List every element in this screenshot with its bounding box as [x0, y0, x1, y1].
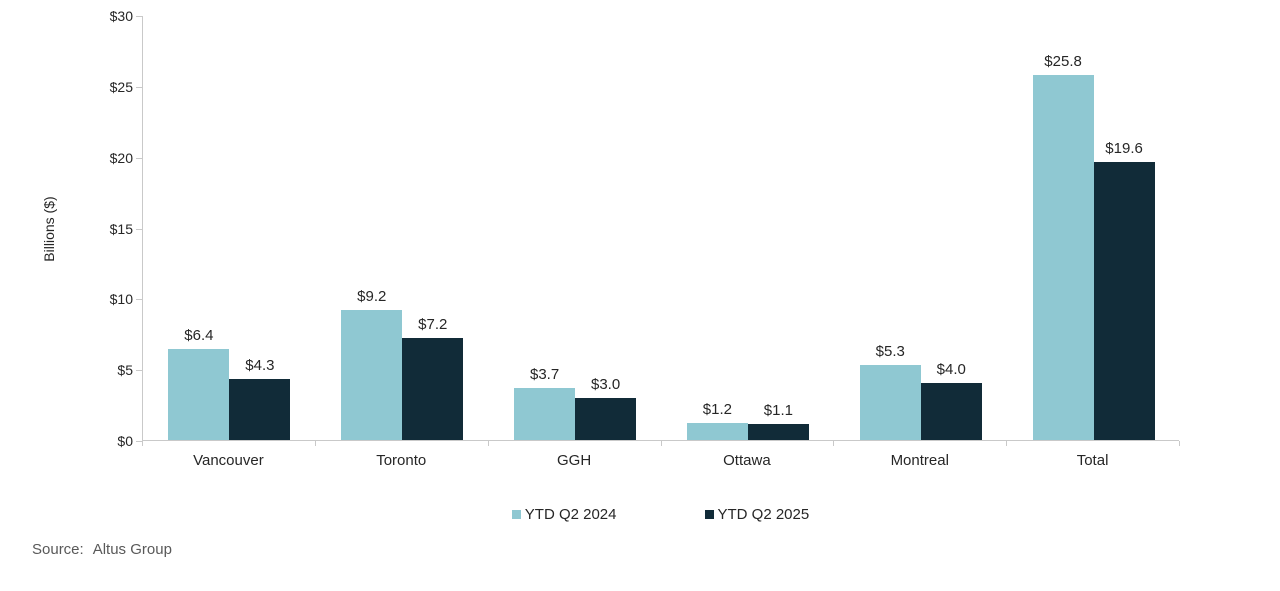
bar-montreal-ytd-q2-2025 — [920, 383, 982, 440]
bar-value-label: $3.0 — [590, 375, 621, 393]
x-tick-mark — [142, 441, 143, 446]
bar-value-label: $25.8 — [1044, 52, 1082, 70]
bar-toronto-ytd-q2-2025 — [402, 338, 464, 440]
legend-marker-icon — [511, 510, 521, 519]
x-tick-mark — [487, 441, 489, 446]
bar-value-label: $5.3 — [875, 342, 905, 360]
bar-montreal-ytd-q2-2024 — [859, 364, 921, 440]
y-tick-label: $0 — [117, 433, 133, 449]
source-text: Source: Altus Group — [32, 541, 172, 558]
legend: YTD Q2 2024 YTD Q2 2025 — [142, 506, 1179, 523]
y-tick-mark — [136, 370, 142, 372]
legend-label: YTD Q2 2025 — [717, 506, 810, 523]
y-tick-label: $5 — [117, 362, 133, 379]
y-tick-label: $30 — [109, 8, 133, 24]
bar-toronto-ytd-q2-2024 — [341, 309, 403, 440]
y-tick-label: $15 — [109, 220, 133, 237]
legend-marker-icon — [704, 510, 714, 519]
y-tick-mark — [136, 16, 142, 17]
legend-entry: YTD Q2 2025 — [704, 506, 810, 523]
bar-value-label: $6.4 — [184, 327, 214, 345]
bar-value-label: $1.1 — [763, 402, 794, 420]
y-tick-label: $25 — [109, 78, 133, 95]
bar-ottawa-ytd-q2-2025 — [747, 424, 809, 440]
y-tick-mark — [136, 299, 142, 301]
bar-value-label: $7.2 — [418, 316, 448, 333]
bar-value-label: $4.3 — [245, 357, 275, 375]
x-tick-mark — [314, 441, 316, 446]
legend-entry: YTD Q2 2024 — [511, 506, 617, 523]
x-tick-mark — [833, 441, 835, 446]
y-tick-mark — [136, 157, 142, 159]
source-name: Altus Group — [92, 541, 172, 558]
bar-value-label: $3.7 — [529, 365, 560, 383]
bar-value-label: $9.2 — [357, 287, 387, 305]
y-tick-label: $10 — [109, 291, 133, 308]
legend-label: YTD Q2 2024 — [524, 506, 617, 523]
bar-vancouver-ytd-q2-2025 — [229, 379, 291, 440]
bar-value-label: $19.6 — [1105, 140, 1143, 158]
y-tick-mark — [136, 86, 142, 88]
y-tick-mark — [136, 441, 142, 442]
category-label-ggh: GGH — [556, 452, 592, 469]
category-label-ottawa: Ottawa — [723, 452, 771, 469]
bar-value-label: $4.0 — [936, 361, 966, 379]
category-label-total: Total — [1076, 452, 1109, 469]
category-label-vancouver: Vancouver — [193, 452, 264, 469]
category-label-toronto: Toronto — [376, 452, 427, 469]
plot-area: $6.4 $4.3 $9.2 $7.2 $3.7 $3.0 $1.2 $1.1 $5.3 $4.0… — [142, 16, 1179, 441]
y-tick-label: $20 — [109, 149, 133, 166]
x-tick-mark — [1006, 441, 1008, 446]
bar-vancouver-ytd-q2-2024 — [168, 349, 230, 440]
source-prefix: Source: — [32, 541, 84, 558]
bar-value-label: $1.2 — [702, 401, 733, 418]
x-tick-mark — [1179, 441, 1180, 446]
bar-ottawa-ytd-q2-2024 — [686, 423, 748, 440]
x-tick-mark — [660, 441, 662, 446]
bar-ggh-ytd-q2-2024 — [514, 387, 576, 440]
bar-total-ytd-q2-2024 — [1032, 74, 1094, 440]
category-label-montreal: Montreal — [890, 452, 949, 469]
bar-total-ytd-q2-2025 — [1093, 162, 1155, 440]
bar-ggh-ytd-q2-2025 — [575, 397, 637, 440]
y-tick-mark — [136, 228, 142, 230]
